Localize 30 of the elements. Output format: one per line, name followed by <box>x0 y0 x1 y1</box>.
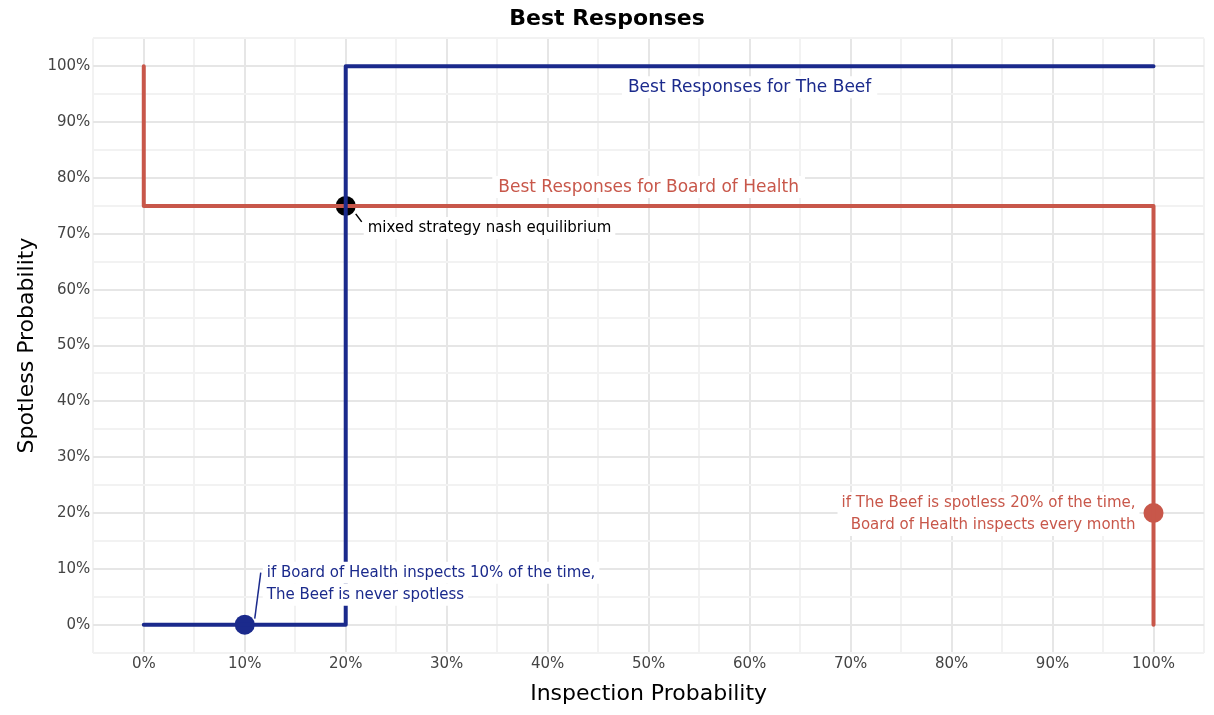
x-tick-label: 0% <box>131 654 156 673</box>
chart-title: Best Responses <box>509 4 705 30</box>
y-tick-label: 40% <box>56 391 91 410</box>
x-tick-label: 100% <box>1132 654 1175 673</box>
x-tick-label: 80% <box>934 654 969 673</box>
y-tick-label: 70% <box>56 223 91 242</box>
series-label: Best Responses for The Beef <box>627 75 873 96</box>
x-tick-label: 10% <box>228 654 262 673</box>
y-tick-label: 0% <box>66 614 91 633</box>
x-tick-label: 50% <box>631 654 666 673</box>
x-tick-label: 20% <box>329 654 363 673</box>
y-axis-title: Spotless Probability <box>12 237 38 454</box>
y-tick-label: 20% <box>56 502 91 521</box>
series-label: Best Responses for Board of Health <box>498 176 799 197</box>
x-axis-title: Inspection Probability <box>530 679 768 705</box>
y-tick-label: 50% <box>56 335 91 354</box>
y-tick-label: 60% <box>56 279 91 298</box>
y-tick-label: 100% <box>47 56 91 75</box>
y-tick-label: 30% <box>56 447 91 466</box>
x-tick-label: 90% <box>1035 654 1070 673</box>
x-tick-label: 30% <box>430 654 464 673</box>
annotation: if The Beef is spotless 20% of the time, Board of Health inspects every month <box>841 492 1136 533</box>
x-tick-label: 40% <box>531 654 565 673</box>
annotation: if Board of Health inspects 10% of the time, The Beef is never spotless <box>265 562 596 603</box>
y-tick-label: 10% <box>56 558 91 577</box>
annotation: mixed strategy nash equilibrium <box>367 217 612 236</box>
x-tick-label: 70% <box>833 654 868 673</box>
y-tick-label: 90% <box>56 112 91 131</box>
x-tick-label: 60% <box>732 654 767 673</box>
y-tick-label: 80% <box>56 167 91 186</box>
